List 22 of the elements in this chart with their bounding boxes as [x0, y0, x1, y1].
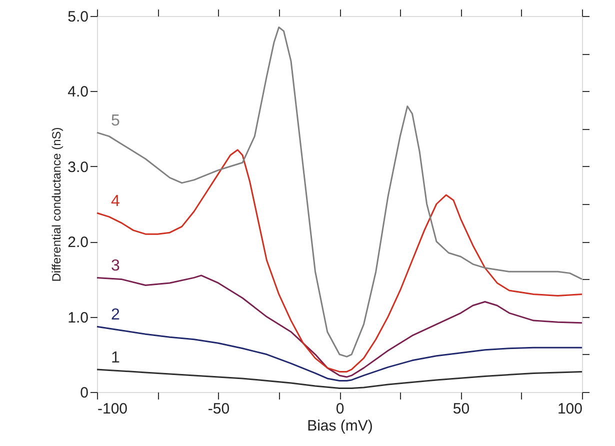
x-tick-label: -50 [208, 400, 230, 418]
x-axis-title: Bias (mV) [307, 418, 373, 434]
line-series [96, 368, 583, 389]
y-tick-label: 0 [80, 384, 88, 402]
y-axis-title: Differential conductance (nS) [50, 127, 64, 282]
series-label: 1 [111, 349, 120, 366]
y-tick-label: 5.0 [68, 8, 88, 26]
line-series [96, 274, 583, 378]
line-series [96, 149, 583, 372]
line-series [96, 326, 583, 382]
y-tick-label: 2.0 [68, 234, 88, 252]
series-label: 4 [111, 193, 120, 210]
series-label: 3 [111, 258, 120, 275]
series-label: 2 [111, 306, 120, 324]
x-tick-label: 50 [452, 400, 470, 418]
x-tick-label: -100 [98, 400, 128, 418]
series-label: 5 [111, 112, 120, 130]
x-tick-label: 100 [557, 400, 582, 418]
y-tick-label: 4.0 [68, 84, 88, 101]
y-tick-label: 3.0 [68, 158, 88, 176]
x-tick-label: 0 [336, 400, 344, 418]
y-tick-label: 1.0 [68, 309, 88, 326]
